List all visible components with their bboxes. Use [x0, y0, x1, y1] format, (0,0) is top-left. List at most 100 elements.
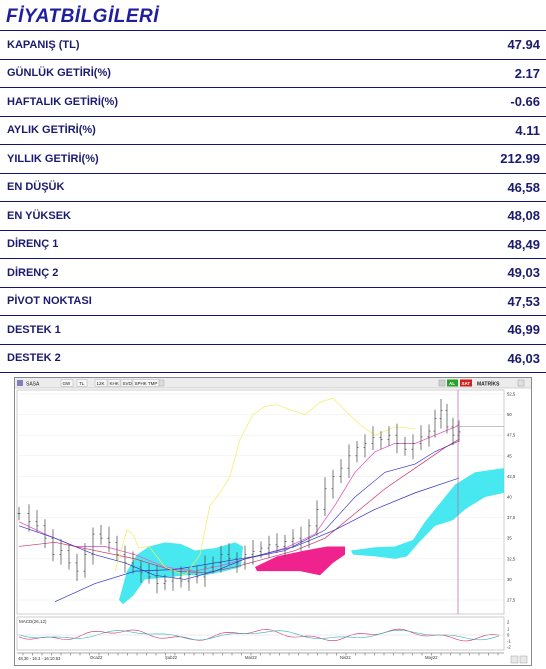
- macd-tick-label: 2: [507, 620, 510, 625]
- cursor-info: 48,30 - 16.3 - 16:10:53: [18, 656, 61, 661]
- settings-icon[interactable]: [438, 379, 446, 387]
- row-destek-2: DESTEK 2 46,03: [0, 345, 546, 373]
- row-aylik-getiri: AYLIK GETİRİ(%) 4.11: [0, 117, 546, 145]
- ma-line-yellow: [114, 397, 416, 576]
- price-chart: SASA GW TL 12K KHK SVD SPHK TMP AL SAT M…: [14, 377, 532, 666]
- price-tick-label: 32,5: [507, 556, 516, 561]
- price-tick-label: 40: [507, 495, 512, 500]
- zoom-in-icon[interactable]: [519, 655, 528, 664]
- toolbar-button-label: 12K: [97, 381, 105, 386]
- macd-label: MACD(26,12): [19, 619, 47, 624]
- macd-tick-label: 0: [507, 633, 510, 638]
- row-pivot-noktasi: PİVOT NOKTASI 47,53: [0, 288, 546, 316]
- toolbar-button-tl[interactable]: [76, 379, 88, 387]
- row-value: -0.66: [510, 94, 540, 110]
- row-direnc-2: DİRENÇ 2 49,03: [0, 259, 546, 288]
- row-label: YILLIK GETİRİ(%): [7, 152, 99, 165]
- row-label: DESTEK 1: [7, 323, 61, 336]
- chart-menu-icon[interactable]: [17, 380, 23, 386]
- chevron-down-icon[interactable]: [158, 379, 165, 387]
- chart-toolbar-buttons: GW TL 12K KHK SVD SPHK TMP: [60, 379, 165, 387]
- price-bars: [17, 398, 461, 594]
- al-button[interactable]: [447, 379, 458, 387]
- row-label: PİVOT NOKTASI: [7, 295, 92, 308]
- row-gunluk-getiri: GÜNLÜK GETİRİ(%) 2.17: [0, 60, 546, 88]
- row-value: 49,03: [507, 265, 540, 281]
- row-label: EN YÜKSEK: [7, 209, 71, 222]
- row-value: 2.17: [514, 65, 540, 81]
- cloud-segment-bear: [255, 546, 345, 576]
- time-tick-label: Mar22: [245, 655, 258, 660]
- row-value: 47,53: [507, 293, 540, 309]
- zoom-out-icon[interactable]: [510, 655, 519, 664]
- toolbar-button-svd[interactable]: [120, 379, 133, 387]
- row-value: 46,58: [507, 179, 540, 195]
- price-tick-label: 50: [507, 412, 512, 417]
- sat-button-label: SAT: [462, 381, 471, 386]
- row-label: HAFTALIK GETİRİ(%): [7, 95, 119, 108]
- price-tick-label: 52,5: [507, 392, 516, 397]
- macd-tick-label: 1: [507, 627, 510, 632]
- row-value: 47.94: [507, 37, 540, 53]
- price-axis: 52,5 50 47,5 45 42,5 40 37,5 35 32,5 30 27,5: [507, 392, 516, 603]
- row-value: 4.11: [515, 122, 540, 138]
- row-value: 48,49: [507, 236, 540, 252]
- al-button-label: AL: [449, 381, 455, 386]
- toolbar-button-label: SVD: [123, 381, 133, 386]
- row-value: 46,99: [507, 322, 540, 338]
- time-tick-label: May22: [425, 655, 438, 660]
- row-haftalik-getiri: HAFTALIK GETİRİ(%) -0.66: [0, 88, 546, 117]
- row-en-dusuk: EN DÜŞÜK 46,58: [0, 174, 546, 202]
- price-tick-label: 27,5: [507, 598, 516, 603]
- close-icon[interactable]: [517, 379, 525, 387]
- price-tick-label: 30: [507, 577, 512, 582]
- time-tick-label: Oca22: [90, 655, 103, 660]
- toolbar-button-label: SPHK TMP: [135, 381, 158, 386]
- title-divider: [0, 30, 546, 31]
- chart-symbol[interactable]: SASA: [26, 382, 40, 388]
- row-label: DİRENÇ 2: [7, 266, 59, 279]
- ma-line-blue: [54, 477, 460, 602]
- price-tick-label: 42,5: [507, 474, 516, 479]
- chart-toolbar: [15, 378, 531, 388]
- toolbar-button-12k[interactable]: [94, 379, 108, 387]
- row-label: GÜNLÜK GETİRİ(%): [7, 67, 111, 80]
- signal-line: [18, 629, 500, 641]
- macd-tick-label: -1: [507, 639, 511, 644]
- row-destek-1: DESTEK 1 46,99: [0, 316, 546, 345]
- macd-pane: MACD(26,12): [16, 616, 505, 651]
- macd-axis: 2 10-1-2: [507, 620, 511, 650]
- page-title: FİYATBİLGİLERİ: [6, 6, 160, 27]
- price-tick-label: 45: [507, 453, 512, 458]
- toolbar-button-khk[interactable]: [107, 379, 121, 387]
- price-tick-label: 37,5: [507, 515, 516, 520]
- matriks-logo: MATRİKS: [477, 381, 500, 388]
- toolbar-button-label: KHK: [110, 381, 119, 386]
- price-tick-label: 35: [507, 536, 512, 541]
- row-label: KAPANIŞ (TL): [7, 38, 80, 51]
- sat-button[interactable]: [460, 379, 472, 387]
- row-value: 46,03: [507, 350, 540, 366]
- row-direnc-1: DİRENÇ 1 48,49: [0, 231, 546, 259]
- toolbar-button-label: TL: [79, 381, 85, 386]
- toolbar-button-gw[interactable]: [60, 379, 74, 387]
- row-value: 48,08: [507, 208, 540, 224]
- row-label: DESTEK 2: [7, 352, 61, 365]
- price-tick-label: 47,5: [507, 433, 516, 438]
- time-axis: Oca22 Şub22 Mar22 Nis22 May22: [22, 653, 499, 660]
- row-en-yuksek: EN YÜKSEK 48,08: [0, 202, 546, 231]
- toolbar-button-label: GW: [63, 381, 72, 386]
- row-label: EN DÜŞÜK: [7, 181, 65, 194]
- macd-lines: [17, 628, 504, 642]
- main-price-pane: [16, 389, 505, 615]
- row-label: AYLIK GETİRİ(%): [7, 124, 96, 137]
- ma-line-red: [18, 439, 460, 574]
- row-label: DİRENÇ 1: [7, 238, 59, 251]
- row-kapanis: KAPANIŞ (TL) 47.94: [0, 31, 546, 60]
- row-value: 212.99: [500, 151, 540, 167]
- cloud-segment-bull: [351, 468, 504, 559]
- price-info-table: KAPANIŞ (TL) 47.94 GÜNLÜK GETİRİ(%) 2.17 H…: [0, 31, 546, 373]
- chart-grid: [17, 393, 504, 601]
- macd-tick-label: -2: [507, 645, 511, 650]
- row-yillik-getiri: YILLIK GETİRİ(%) 212.99: [0, 145, 546, 174]
